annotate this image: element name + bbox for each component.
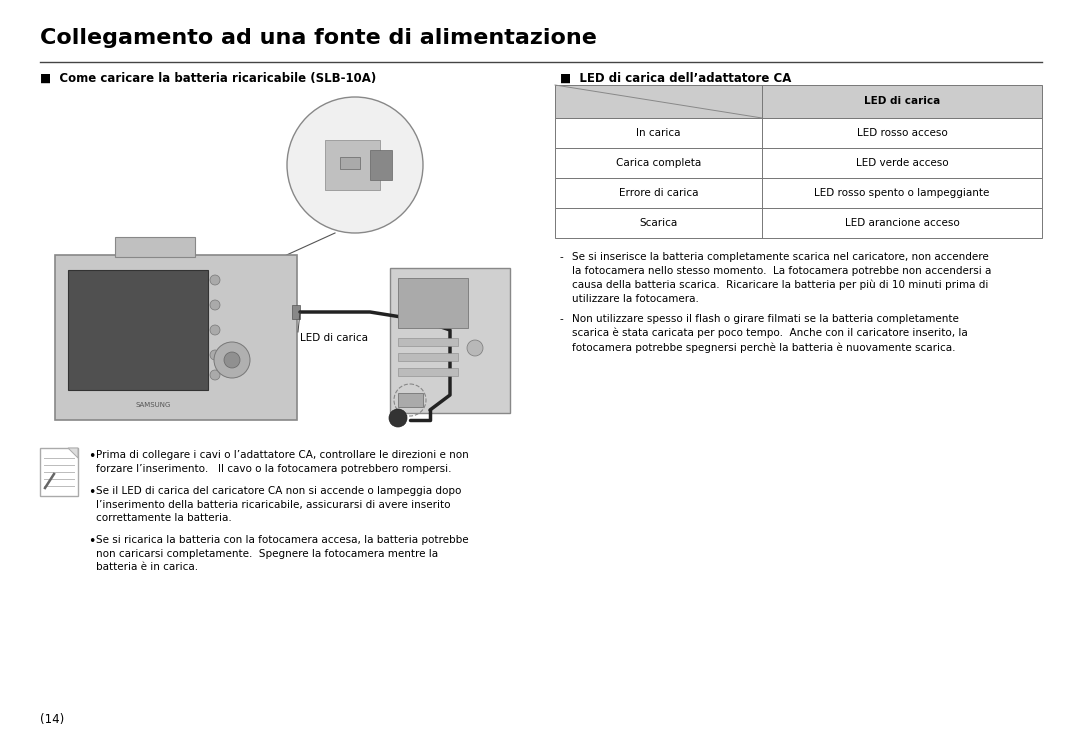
Text: LED rosso acceso: LED rosso acceso [856, 128, 947, 138]
Circle shape [210, 275, 220, 285]
Text: LED arancione acceso: LED arancione acceso [845, 218, 959, 228]
Text: LED di carica: LED di carica [300, 333, 368, 343]
Bar [325, 140, 380, 190]
Text: Prima di collegare i cavi o l’adattatore CA, controllare le direzioni e non
forz: Prima di collegare i cavi o l’adattatore… [96, 450, 469, 474]
Text: Collegamento ad una fonte di alimentazione: Collegamento ad una fonte di alimentazio… [40, 28, 597, 48]
Text: (14): (14) [40, 713, 64, 726]
Circle shape [287, 97, 423, 233]
Text: ■  LED di carica dell’adattatore CA: ■ LED di carica dell’adattatore CA [561, 72, 792, 85]
Bar [555, 178, 1042, 208]
Text: •: • [87, 450, 95, 463]
Circle shape [210, 370, 220, 380]
Bar [340, 157, 360, 169]
Text: LED di carica: LED di carica [864, 96, 940, 107]
Text: Se si ricarica la batteria con la fotocamera accesa, la batteria potrebbe
non ca: Se si ricarica la batteria con la fotoca… [96, 535, 469, 572]
Circle shape [389, 409, 407, 427]
Text: In carica: In carica [636, 128, 680, 138]
Bar [555, 118, 1042, 148]
Circle shape [214, 342, 249, 378]
Polygon shape [68, 448, 78, 458]
Bar [555, 208, 1042, 238]
Circle shape [224, 352, 240, 368]
Text: -: - [561, 314, 564, 324]
Text: SAMSUNG: SAMSUNG [135, 402, 171, 408]
Bar [555, 148, 1042, 178]
Bar [399, 393, 423, 407]
Text: •: • [87, 535, 95, 548]
Bar [370, 150, 392, 180]
Bar [399, 353, 458, 361]
Text: LED rosso spento o lampeggiante: LED rosso spento o lampeggiante [814, 188, 989, 198]
Text: -: - [561, 252, 564, 262]
Circle shape [210, 350, 220, 360]
Bar [555, 85, 1042, 118]
Circle shape [467, 340, 483, 356]
Bar [292, 305, 300, 319]
Text: Non utilizzare spesso il flash o girare filmati se la batteria completamente
sca: Non utilizzare spesso il flash o girare … [572, 314, 968, 353]
Text: ■  Come caricare la batteria ricaricabile (SLB-10A): ■ Come caricare la batteria ricaricabile… [40, 72, 376, 85]
Text: •: • [87, 486, 95, 499]
Text: LED verde acceso: LED verde acceso [855, 158, 948, 168]
Bar [399, 368, 458, 376]
Bar [399, 278, 468, 328]
Text: Se il LED di carica del caricatore CA non si accende o lampeggia dopo
l’inserime: Se il LED di carica del caricatore CA no… [96, 486, 461, 523]
Bar [55, 255, 297, 420]
Text: Se si inserisce la batteria completamente scarica nel caricatore, non accendere
: Se si inserisce la batteria completament… [572, 252, 991, 304]
Bar [390, 268, 510, 413]
Bar [68, 270, 208, 390]
Circle shape [210, 325, 220, 335]
Bar [40, 448, 78, 496]
Bar [399, 338, 458, 346]
Text: Errore di carica: Errore di carica [619, 188, 699, 198]
Text: Carica completa: Carica completa [616, 158, 701, 168]
Circle shape [210, 300, 220, 310]
Bar [114, 237, 195, 257]
Text: Scarica: Scarica [639, 218, 677, 228]
